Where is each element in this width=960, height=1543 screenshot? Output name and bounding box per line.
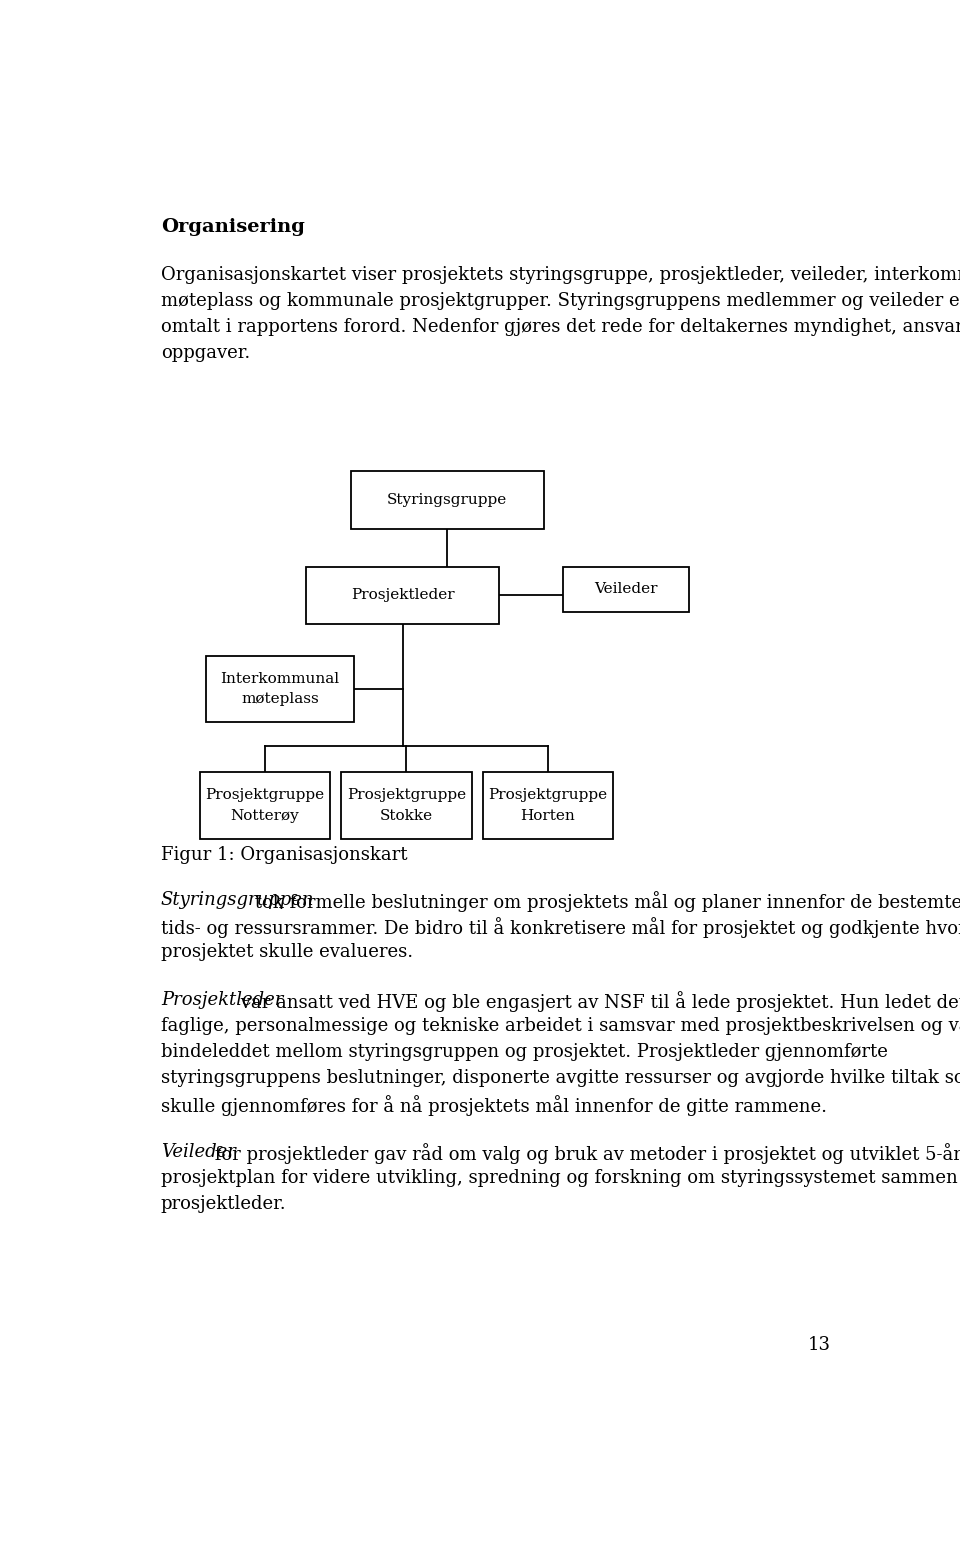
FancyBboxPatch shape: [483, 772, 612, 839]
Text: styringsgruppens beslutninger, disponerte avgitte ressurser og avgjorde hvilke t: styringsgruppens beslutninger, disponert…: [161, 1069, 960, 1088]
Text: faglige, personalmessige og tekniske arbeidet i samsvar med prosjektbeskrivelsen: faglige, personalmessige og tekniske arb…: [161, 1017, 960, 1035]
Text: prosjektplan for videre utvikling, spredning og forskning om styringssystemet sa: prosjektplan for videre utvikling, spred…: [161, 1170, 960, 1187]
Text: 13: 13: [807, 1336, 830, 1355]
Text: Organisasjonskartet viser prosjektets styringsgruppe, prosjektleder, veileder, i: Organisasjonskartet viser prosjektets st…: [161, 265, 960, 284]
Text: Interkommunal
møteplass: Interkommunal møteplass: [221, 671, 340, 707]
Text: Prosjektleder: Prosjektleder: [351, 588, 454, 602]
FancyBboxPatch shape: [200, 772, 330, 839]
Text: Organisering: Organisering: [161, 219, 304, 236]
Text: oppgaver.: oppgaver.: [161, 344, 251, 363]
Text: Styringsgruppe: Styringsgruppe: [387, 494, 508, 508]
Text: Veileder: Veileder: [161, 1143, 236, 1160]
Text: Prosjektgruppe
Horten: Prosjektgruppe Horten: [489, 788, 608, 822]
Text: Veileder: Veileder: [594, 582, 658, 596]
Text: prosjektet skulle evalueres.: prosjektet skulle evalueres.: [161, 943, 413, 961]
Text: Prosjektleder: Prosjektleder: [161, 991, 283, 1009]
Text: Figur 1: Organisasjonskart: Figur 1: Organisasjonskart: [161, 846, 407, 864]
Text: var ansatt ved HVE og ble engasjert av NSF til å lede prosjektet. Hun ledet det: var ansatt ved HVE og ble engasjert av N…: [235, 991, 960, 1012]
FancyBboxPatch shape: [342, 772, 471, 839]
FancyBboxPatch shape: [306, 566, 499, 623]
FancyBboxPatch shape: [350, 472, 544, 529]
Text: Prosjektgruppe
Notterøy: Prosjektgruppe Notterøy: [205, 788, 324, 822]
FancyBboxPatch shape: [563, 566, 689, 611]
FancyBboxPatch shape: [205, 656, 354, 722]
Text: for prosjektleder gav råd om valg og bruk av metoder i prosjektet og utviklet 5-: for prosjektleder gav råd om valg og bru…: [209, 1143, 960, 1163]
Text: skulle gjennomføres for å nå prosjektets mål innenfor de gitte rammene.: skulle gjennomføres for å nå prosjektets…: [161, 1096, 827, 1116]
Text: prosjektleder.: prosjektleder.: [161, 1196, 286, 1213]
Text: møteplass og kommunale prosjektgrupper. Styringsgruppens medlemmer og veileder e: møteplass og kommunale prosjektgrupper. …: [161, 292, 960, 310]
Text: Prosjektgruppe
Stokke: Prosjektgruppe Stokke: [347, 788, 466, 822]
Text: tids- og ressursrammer. De bidro til å konkretisere mål for prosjektet og godkje: tids- og ressursrammer. De bidro til å k…: [161, 917, 960, 938]
Text: Styringsgruppen: Styringsgruppen: [161, 890, 315, 909]
Text: tok formelle beslutninger om prosjektets mål og planer innenfor de bestemte: tok formelle beslutninger om prosjektets…: [249, 890, 960, 912]
Text: bindeleddet mellom styringsgruppen og prosjektet. Prosjektleder gjennomførte: bindeleddet mellom styringsgruppen og pr…: [161, 1043, 888, 1062]
Text: omtalt i rapportens forord. Nedenfor gjøres det rede for deltakernes myndighet, : omtalt i rapportens forord. Nedenfor gjø…: [161, 318, 960, 336]
